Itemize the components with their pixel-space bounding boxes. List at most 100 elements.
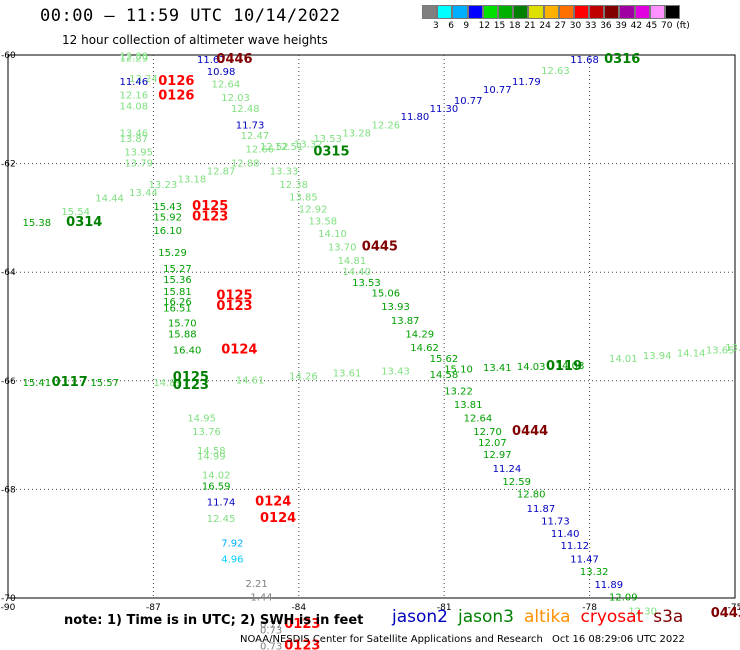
pass-id-label: 0125 (192, 199, 228, 214)
wave-height-label: 13.44 (129, 188, 158, 199)
wave-height-label: 14.99 (197, 452, 226, 463)
plot-frame (7, 54, 736, 599)
color-scale-label: (ft) (676, 21, 690, 31)
wave-height-label: 13.95 (124, 147, 153, 158)
pass-id-label: 0123 (192, 210, 228, 225)
wave-height-label: 13.28 (342, 128, 371, 139)
wave-height-label: 13.24 (129, 74, 158, 85)
wave-height-label: 12.30 (628, 606, 657, 617)
wave-height-label: 13.87 (391, 316, 420, 327)
wave-height-label: 14.08 (119, 101, 148, 112)
wave-height-label: 12.16 (119, 90, 148, 101)
y-tick-label: -64 (1, 268, 16, 278)
wave-height-label: 13.18 (178, 175, 207, 186)
wave-height-label: 14.08 (556, 361, 585, 372)
color-scale-label: 15 (493, 21, 506, 31)
wave-height-label: 14.58 (197, 446, 226, 457)
pass-id-label: 0125 (216, 288, 252, 303)
color-swatch (619, 5, 635, 19)
color-swatch (528, 5, 544, 19)
pass-id-label: 0443 (711, 606, 740, 621)
wave-height-label: 0.73 (260, 642, 282, 650)
color-scale-label: 30 (569, 21, 582, 31)
wave-height-label: 14.81 (338, 256, 367, 267)
color-swatch (452, 5, 468, 19)
wave-height-label: 11.89 (594, 580, 623, 591)
pass-id-label: 0123 (284, 617, 320, 632)
wave-height-label: 12.59 (502, 477, 531, 488)
wave-height-label: 4.96 (221, 555, 243, 566)
wave-height-label: 12.09 (609, 593, 638, 604)
wave-height-label: 13.32 (580, 567, 609, 578)
x-tick-label: -78 (582, 603, 597, 613)
wave-height-label: 13.53 (313, 134, 342, 145)
wave-height-label: 12.92 (299, 204, 328, 215)
wave-height-label: 11.87 (527, 504, 556, 515)
pass-id-label: 0125 (173, 370, 209, 385)
wave-height-label: 12.45 (207, 514, 236, 525)
pass-id-label: 0446 (216, 52, 252, 67)
wave-height-label: 11.79 (512, 77, 541, 88)
wave-height-label: 0.73 (260, 625, 282, 636)
pass-id-label: 0314 (66, 215, 102, 230)
wave-height-label: 11.67 (197, 55, 226, 66)
wave-height-label: 11.40 (551, 529, 580, 540)
wave-height-label: 11.68 (570, 55, 599, 66)
wave-height-label: 11.30 (430, 104, 459, 115)
color-scale-label: 33 (585, 21, 597, 31)
wave-height-label: 11.73 (541, 517, 570, 528)
x-tick-label: -84 (291, 603, 306, 613)
pass-id-label: 0117 (52, 375, 88, 390)
color-swatch (543, 5, 559, 19)
wave-height-label: 14.44 (95, 194, 124, 205)
wave-height-label: 13.23 (149, 180, 178, 191)
wave-height-label: 16.26 (163, 297, 192, 308)
wave-height-label: 12.80 (517, 490, 546, 501)
footer-note: note: 1) Time is in UTC; 2) SWH is in fe… (64, 613, 364, 628)
wave-height-label: 10.77 (454, 96, 483, 107)
wave-height-label: 12.88 (231, 158, 260, 169)
wave-height-label: 15.54 (61, 207, 90, 218)
color-swatch (589, 5, 605, 19)
wave-height-label: 13.43 (381, 366, 410, 377)
wave-height-label: 13.87 (119, 134, 148, 145)
color-scale-label: 45 (645, 21, 658, 31)
wave-height-label: 14.29 (405, 329, 434, 340)
wave-height-label: 13.46 (119, 128, 148, 139)
wave-height-label: 13.41 (483, 363, 512, 374)
wave-height-label: 11.12 (561, 541, 590, 552)
wave-height-label: 1.44 (250, 593, 272, 604)
wave-height-label: 14.14 (677, 348, 706, 359)
pass-id-label: 0444 (512, 424, 548, 439)
wave-height-label: 12.63 (541, 66, 570, 77)
wave-height-label: 15.29 (158, 248, 187, 259)
y-tick-label: -66 (1, 377, 16, 387)
satellite-legend-item: cryosat (580, 607, 644, 627)
wave-height-label: 13.81 (454, 400, 483, 411)
pass-id-label: 0126 (158, 89, 194, 104)
wave-height-label: 11.73 (236, 120, 265, 131)
credit-line: NOAA/NESDIS Center for Satellite Applica… (240, 634, 543, 645)
color-swatch (604, 5, 620, 19)
wave-height-label: 12.87 (207, 166, 236, 177)
wave-height-label: 13.61 (333, 368, 362, 379)
satellite-legend-item: jason3 (458, 607, 514, 627)
wave-height-label: 13.76 (192, 427, 221, 438)
wave-height-label: 12.47 (241, 131, 270, 142)
wave-height-label: 2.21 (245, 579, 267, 590)
pass-id-label: 0124 (260, 511, 296, 526)
color-swatch (634, 5, 650, 19)
wave-height-label: 14.26 (289, 372, 318, 383)
wave-height-label: 15.36 (163, 275, 192, 286)
wave-height-label: 14.95 (187, 414, 216, 425)
satellite-legend: jason2 jason3 altika cryosat s3a (392, 607, 693, 627)
color-swatch (665, 5, 681, 19)
wave-height-label: 11.74 (207, 498, 236, 509)
wave-height-label: 14.62 (410, 343, 439, 354)
color-scale-bar (422, 5, 681, 19)
wave-height-label: 15.38 (23, 218, 52, 229)
generation-timestamp: Oct 16 08:29:06 UTC 2022 (552, 634, 685, 645)
wave-height-label: 12.03 (221, 93, 250, 104)
wave-height-label: 15.92 (153, 213, 182, 224)
